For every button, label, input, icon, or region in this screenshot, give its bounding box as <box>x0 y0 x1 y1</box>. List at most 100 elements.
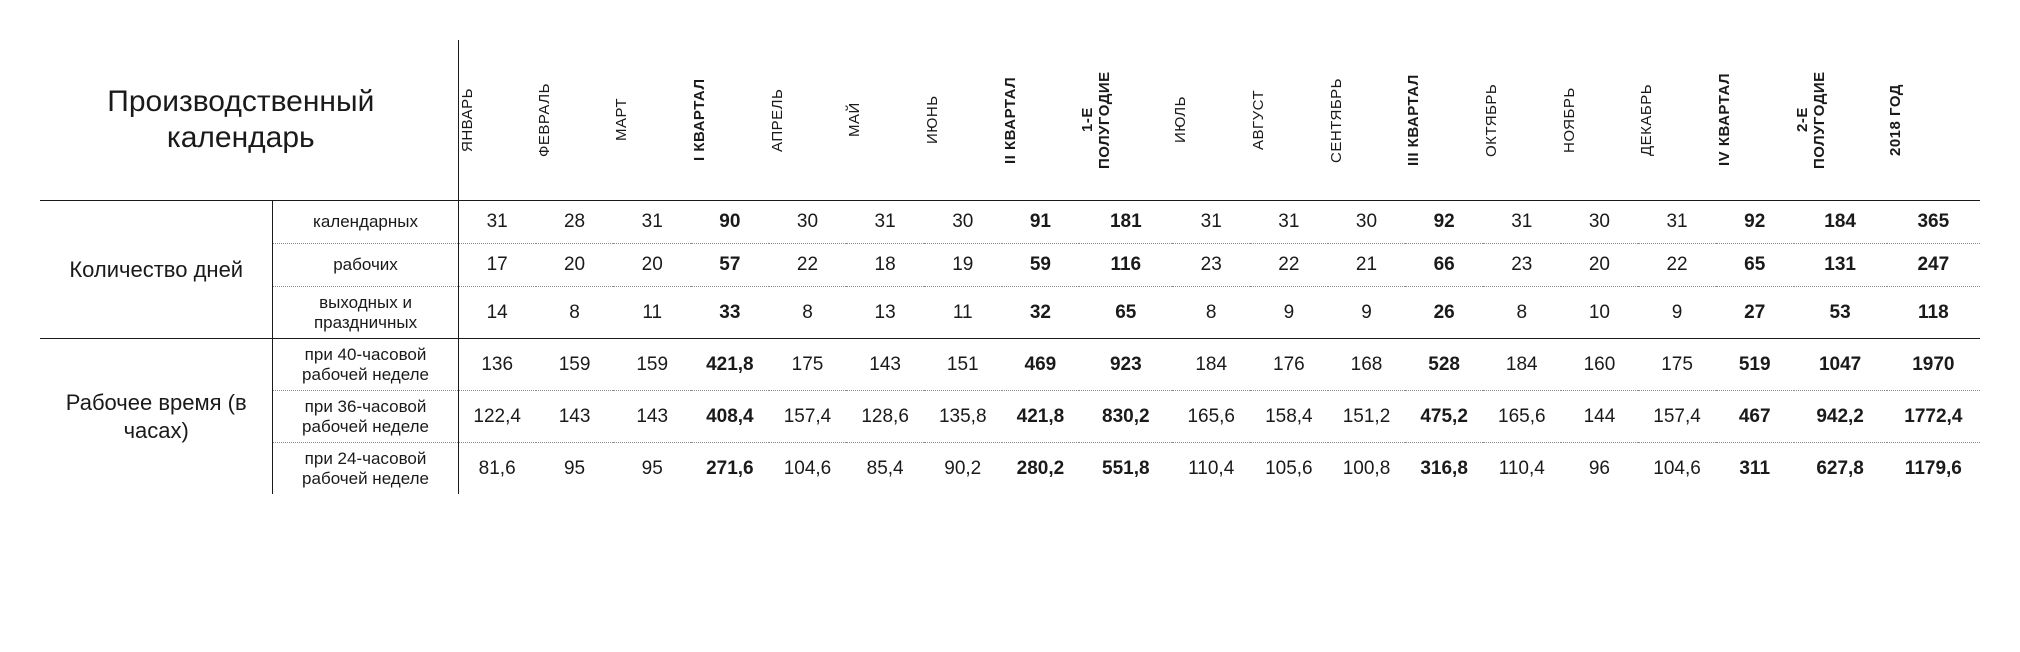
data-cell: 66 <box>1405 244 1483 287</box>
data-cell: 469 <box>1002 339 1080 391</box>
column-header: ОКТЯБРЬ <box>1483 40 1561 201</box>
data-cell: 157,4 <box>769 391 847 443</box>
data-cell: 110,4 <box>1172 443 1250 495</box>
row-label: при 24-часовой рабочей неделе <box>273 443 458 495</box>
column-header: 2-ЕПОЛУГОДИЕ <box>1794 40 1887 201</box>
data-cell: 31 <box>613 201 691 244</box>
data-cell: 22 <box>1250 244 1328 287</box>
data-cell: 22 <box>769 244 847 287</box>
data-cell: 8 <box>769 287 847 339</box>
data-cell: 9 <box>1328 287 1406 339</box>
data-cell: 90 <box>691 201 769 244</box>
data-cell: 9 <box>1638 287 1716 339</box>
data-cell: 32 <box>1002 287 1080 339</box>
data-cell: 26 <box>1405 287 1483 339</box>
row-group-label: Рабочее время (в часах) <box>40 339 273 495</box>
data-cell: 627,8 <box>1794 443 1887 495</box>
data-cell: 53 <box>1794 287 1887 339</box>
data-cell: 27 <box>1716 287 1794 339</box>
data-cell: 467 <box>1716 391 1794 443</box>
data-cell: 81,6 <box>458 443 536 495</box>
data-cell: 19 <box>924 244 1002 287</box>
data-cell: 830,2 <box>1079 391 1172 443</box>
data-cell: 1772,4 <box>1887 391 1980 443</box>
data-cell: 8 <box>1483 287 1561 339</box>
data-cell: 519 <box>1716 339 1794 391</box>
row-label: при 36-часовой рабочей неделе <box>273 391 458 443</box>
data-cell: 31 <box>1172 201 1250 244</box>
data-cell: 143 <box>846 339 924 391</box>
data-cell: 158,4 <box>1250 391 1328 443</box>
column-header: ЯНВАРЬ <box>458 40 536 201</box>
data-cell: 92 <box>1405 201 1483 244</box>
data-cell: 168 <box>1328 339 1406 391</box>
data-cell: 30 <box>1328 201 1406 244</box>
data-cell: 247 <box>1887 244 1980 287</box>
data-cell: 31 <box>1250 201 1328 244</box>
data-cell: 104,6 <box>1638 443 1716 495</box>
data-cell: 30 <box>769 201 847 244</box>
data-cell: 311 <box>1716 443 1794 495</box>
data-cell: 28 <box>536 201 614 244</box>
column-header: ДЕКАБРЬ <box>1638 40 1716 201</box>
column-header: ФЕВРАЛЬ <box>536 40 614 201</box>
data-cell: 30 <box>1561 201 1639 244</box>
data-cell: 151 <box>924 339 1002 391</box>
data-cell: 59 <box>1002 244 1080 287</box>
data-cell: 95 <box>613 443 691 495</box>
data-cell: 528 <box>1405 339 1483 391</box>
data-cell: 118 <box>1887 287 1980 339</box>
data-cell: 91 <box>1002 201 1080 244</box>
column-header: II КВАРТАЛ <box>1002 40 1080 201</box>
data-cell: 176 <box>1250 339 1328 391</box>
data-cell: 95 <box>536 443 614 495</box>
column-header: 2018 ГОД <box>1887 40 1980 201</box>
data-cell: 20 <box>1561 244 1639 287</box>
data-cell: 10 <box>1561 287 1639 339</box>
data-cell: 421,8 <box>691 339 769 391</box>
data-cell: 175 <box>1638 339 1716 391</box>
data-cell: 128,6 <box>846 391 924 443</box>
data-cell: 1970 <box>1887 339 1980 391</box>
data-cell: 65 <box>1079 287 1172 339</box>
column-header: МАРТ <box>613 40 691 201</box>
data-cell: 144 <box>1561 391 1639 443</box>
column-header: ИЮНЬ <box>924 40 1002 201</box>
data-cell: 11 <box>924 287 1002 339</box>
data-cell: 30 <box>924 201 1002 244</box>
data-cell: 116 <box>1079 244 1172 287</box>
data-cell: 104,6 <box>769 443 847 495</box>
data-cell: 1047 <box>1794 339 1887 391</box>
data-cell: 181 <box>1079 201 1172 244</box>
data-cell: 100,8 <box>1328 443 1406 495</box>
column-header: I КВАРТАЛ <box>691 40 769 201</box>
data-cell: 21 <box>1328 244 1406 287</box>
data-cell: 85,4 <box>846 443 924 495</box>
data-cell: 23 <box>1172 244 1250 287</box>
data-cell: 18 <box>846 244 924 287</box>
data-cell: 20 <box>536 244 614 287</box>
data-cell: 31 <box>846 201 924 244</box>
data-cell: 13 <box>846 287 924 339</box>
data-cell: 65 <box>1716 244 1794 287</box>
data-cell: 165,6 <box>1483 391 1561 443</box>
data-cell: 184 <box>1483 339 1561 391</box>
data-cell: 136 <box>458 339 536 391</box>
data-cell: 475,2 <box>1405 391 1483 443</box>
data-cell: 110,4 <box>1483 443 1561 495</box>
data-cell: 33 <box>691 287 769 339</box>
column-header: IV КВАРТАЛ <box>1716 40 1794 201</box>
data-cell: 175 <box>769 339 847 391</box>
data-cell: 1179,6 <box>1887 443 1980 495</box>
data-cell: 316,8 <box>1405 443 1483 495</box>
data-cell: 57 <box>691 244 769 287</box>
row-label: при 40-часовой рабочей неделе <box>273 339 458 391</box>
data-cell: 9 <box>1250 287 1328 339</box>
data-cell: 159 <box>536 339 614 391</box>
data-cell: 923 <box>1079 339 1172 391</box>
column-header: 1-ЕПОЛУГОДИЕ <box>1079 40 1172 201</box>
data-cell: 280,2 <box>1002 443 1080 495</box>
data-cell: 23 <box>1483 244 1561 287</box>
data-cell: 421,8 <box>1002 391 1080 443</box>
data-cell: 184 <box>1172 339 1250 391</box>
